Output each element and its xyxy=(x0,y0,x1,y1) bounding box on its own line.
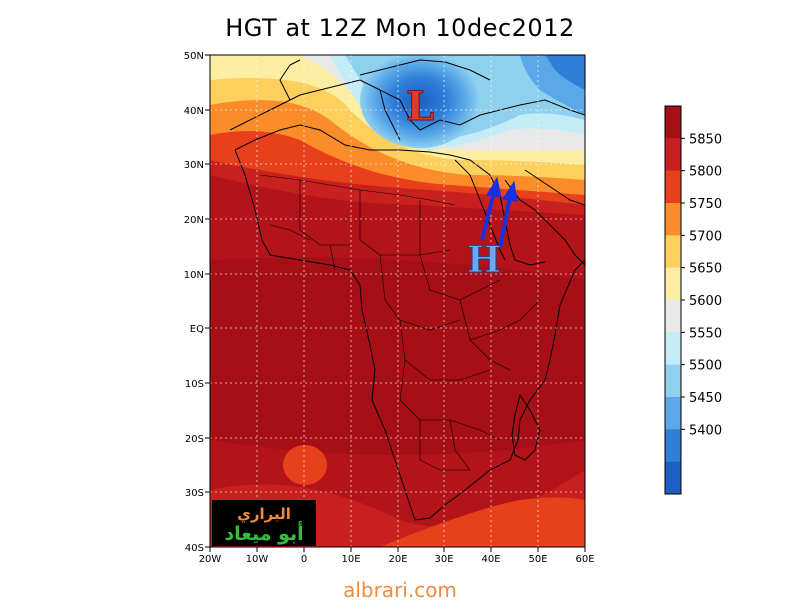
low-pressure-marker: L xyxy=(406,83,434,130)
colorbar-label: 5450 xyxy=(689,391,722,406)
lon-label: 60E xyxy=(575,554,594,565)
colorbar-swatch xyxy=(665,300,681,333)
arrow-icon xyxy=(498,195,512,249)
lon-label: 20W xyxy=(199,554,222,565)
colorbar-label: 5850 xyxy=(689,132,722,147)
lon-label: 40E xyxy=(481,554,500,565)
colorbar-swatch xyxy=(665,106,681,139)
map-title: HGT at 12Z Mon 10dec2012 xyxy=(225,14,575,42)
lon-label: 0 xyxy=(301,554,307,565)
lat-label: 40S xyxy=(185,543,204,554)
colorbar-label: 5650 xyxy=(689,262,722,277)
arrowhead-icon xyxy=(502,180,518,202)
lat-label: 10N xyxy=(184,270,204,281)
watermark-logo: البراري أبو ميعاد xyxy=(212,500,316,546)
lat-label: EQ xyxy=(190,324,204,335)
colorbar-label: 5700 xyxy=(689,229,722,244)
colorbar-swatch xyxy=(665,429,681,463)
colorbar-label: 5400 xyxy=(689,423,722,438)
colorbar-label: 5500 xyxy=(689,359,722,374)
watermark-line1: البراري xyxy=(237,505,291,524)
colorbar-swatch xyxy=(665,267,681,301)
colorbar-label: 5600 xyxy=(689,294,722,309)
colorbar-swatch xyxy=(665,235,681,269)
colorbar-label: 5550 xyxy=(689,326,722,341)
lat-tick-labels: 50N 40N 30N 20N 10N EQ 10S 20S 30S 40S xyxy=(184,51,204,554)
colorbar-label: 5750 xyxy=(689,197,722,212)
high-arrows xyxy=(480,176,518,249)
colorbar-swatch xyxy=(665,397,681,430)
colorbar-swatch xyxy=(665,461,681,495)
lat-label: 40N xyxy=(184,106,204,117)
lon-label: 20E xyxy=(388,554,407,565)
arrow-icon xyxy=(480,191,496,241)
lat-label: 20S xyxy=(185,434,204,445)
high-pressure-marker: H xyxy=(467,239,501,281)
lon-label: 10E xyxy=(341,554,360,565)
lat-label: 10S xyxy=(185,379,204,390)
lon-tick-labels: 20W 10W 0 10E 20E 30E 40E 50E 60E xyxy=(199,554,595,565)
tick-marks xyxy=(205,54,586,552)
height-field xyxy=(210,55,585,547)
country-borders xyxy=(259,174,541,471)
watermark-line2: أبو ميعاد xyxy=(224,521,303,545)
colorbar-swatch xyxy=(665,364,681,398)
colorbar-swatch xyxy=(665,170,681,204)
lon-label: 10W xyxy=(246,554,269,565)
lon-label: 50E xyxy=(528,554,547,565)
lat-label: 30N xyxy=(184,160,204,171)
colorbar-swatch xyxy=(665,203,681,236)
colorbar-swatch xyxy=(665,332,681,366)
lat-label: 20N xyxy=(184,215,204,226)
lon-label: 30E xyxy=(434,554,453,565)
colorbar-swatch xyxy=(665,138,681,172)
lat-lon-grid xyxy=(210,55,585,547)
colorbar-label: 5800 xyxy=(689,165,722,180)
lat-label: 30S xyxy=(185,488,204,499)
site-url: albrari.com xyxy=(343,578,457,602)
arrowhead-icon xyxy=(486,176,502,198)
lat-label: 50N xyxy=(184,51,204,62)
colorbar: 5850 5800 5750 5700 5650 5600 5550 5500 5450 5400 xyxy=(664,105,722,495)
